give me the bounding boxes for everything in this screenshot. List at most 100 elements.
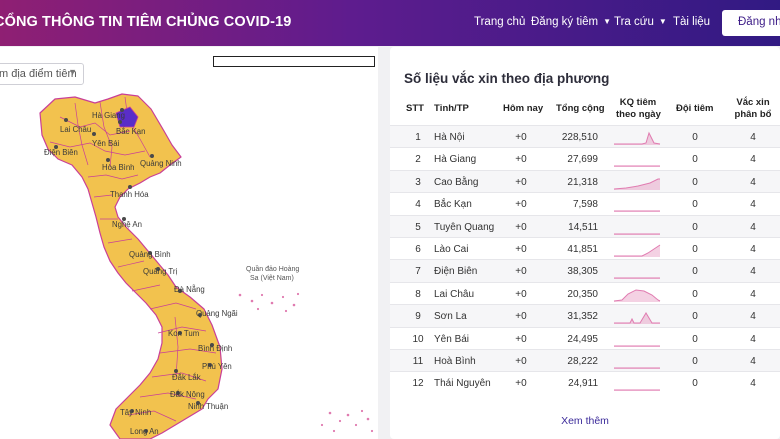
daily-sparkline bbox=[614, 345, 660, 347]
col-daily-line2: theo ngày bbox=[616, 109, 661, 120]
vietnam-map[interactable]: Hà Giang Lai Châu Bắc Kạn Yên Bái Điện B… bbox=[0, 47, 378, 439]
chevron-down-icon: ▼ bbox=[603, 17, 612, 26]
row-teams: 0 bbox=[692, 154, 698, 166]
col-daily-line1: KQ tiêm bbox=[619, 97, 657, 108]
map-label: Nghệ An bbox=[112, 220, 142, 229]
sparkline-line bbox=[614, 312, 660, 324]
row-total: 7,598 bbox=[572, 199, 598, 211]
map-label: Hà Giang bbox=[92, 111, 125, 120]
row-distributed: 4 bbox=[750, 132, 756, 143]
row-today: +0 bbox=[515, 199, 527, 211]
table-row[interactable]: 10 Yên Bái +0 24,495 0 4 bbox=[390, 326, 780, 349]
row-stt: 6 bbox=[415, 243, 421, 255]
vaccination-site-select[interactable]: m địa điểm tiêm ▼ bbox=[0, 63, 84, 85]
table-header: STT Tỉnh/TP Hôm nay Tổng cộng KQ tiêm th… bbox=[390, 95, 780, 125]
row-teams: 0 bbox=[692, 311, 698, 323]
row-stt: 12 bbox=[412, 378, 424, 390]
row-teams: 0 bbox=[692, 266, 698, 278]
map-search-box[interactable] bbox=[213, 56, 375, 67]
map-label: Tây Ninh bbox=[120, 408, 151, 417]
table-row[interactable]: 3 Cao Bằng +0 21,318 0 4 bbox=[390, 169, 780, 193]
row-teams: 0 bbox=[692, 288, 698, 300]
chevron-down-icon: ▼ bbox=[658, 17, 667, 26]
row-distributed: 4 bbox=[750, 154, 756, 166]
row-total: 41,851 bbox=[567, 243, 598, 255]
row-today: +0 bbox=[515, 355, 527, 367]
nav-home-label: Trang chủ bbox=[474, 16, 526, 28]
row-today: +0 bbox=[515, 132, 527, 143]
row-stt: 1 bbox=[415, 132, 421, 143]
card-title: Số liệu vắc xin theo địa phương bbox=[404, 71, 610, 86]
daily-sparkline bbox=[614, 277, 660, 280]
row-teams: 0 bbox=[692, 333, 698, 345]
daily-sparkline bbox=[614, 210, 660, 213]
table-row[interactable]: 7 Điện Biên +0 38,305 0 4 bbox=[390, 259, 780, 282]
row-total: 31,352 bbox=[567, 311, 598, 323]
nav-lookup[interactable]: Tra cứu ▼ bbox=[614, 16, 667, 28]
row-distributed: 4 bbox=[750, 243, 756, 255]
login-button[interactable]: Đăng nhập bbox=[722, 10, 780, 36]
row-province: Hà Giang bbox=[434, 154, 477, 166]
row-distributed: 4 bbox=[750, 176, 756, 188]
row-today: +0 bbox=[515, 243, 527, 255]
row-total: 28,222 bbox=[567, 355, 598, 367]
row-province: Lào Cai bbox=[434, 243, 469, 255]
row-today: +0 bbox=[515, 154, 527, 166]
row-total: 20,350 bbox=[567, 288, 598, 300]
row-distributed: 4 bbox=[750, 355, 756, 367]
map-label: Điện Biên bbox=[44, 148, 78, 157]
row-distributed: 4 bbox=[750, 288, 756, 300]
table-row[interactable]: 1 Hà Nội +0 228,510 0 4 bbox=[390, 125, 780, 148]
table-row[interactable]: 4 Bắc Kạn +0 7,598 0 4 bbox=[390, 192, 780, 214]
row-province: Bắc Kạn bbox=[434, 199, 472, 211]
island-label: Sa (Việt Nam) bbox=[250, 275, 294, 282]
table-row[interactable]: 8 Lai Châu +0 20,350 0 4 bbox=[390, 281, 780, 304]
nav-lookup-label: Tra cứu bbox=[614, 16, 654, 28]
sparkline-area bbox=[614, 133, 660, 145]
row-province: Tuyên Quang bbox=[434, 221, 495, 233]
nav-documents[interactable]: Tài liệu bbox=[673, 16, 710, 28]
portal-title[interactable]: CỔNG THÔNG TIN TIÊM CHỦNG COVID-19 bbox=[0, 14, 292, 30]
row-stt: 11 bbox=[412, 355, 424, 367]
nav-register[interactable]: Đăng ký tiêm ▼ bbox=[531, 16, 611, 28]
select-placeholder: m địa điểm tiêm bbox=[0, 68, 77, 80]
col-dist-line2: phân bổ bbox=[734, 109, 772, 120]
see-more-link[interactable]: Xem thêm bbox=[561, 415, 609, 427]
row-teams: 0 bbox=[692, 199, 698, 211]
sparkline-line bbox=[613, 178, 660, 190]
row-distributed: 4 bbox=[750, 333, 756, 345]
row-today: +0 bbox=[515, 288, 527, 300]
table-row[interactable]: 12 Thái Nguyên +0 24,911 0 4 bbox=[390, 371, 780, 393]
daily-sparkline bbox=[614, 389, 660, 392]
row-stt: 7 bbox=[415, 266, 421, 278]
map-label: Kon Tum bbox=[168, 329, 199, 338]
nav-home[interactable]: Trang chủ bbox=[474, 16, 525, 28]
table-row[interactable]: 2 Hà Giang +0 27,699 0 4 bbox=[390, 147, 780, 169]
top-navbar: CỔNG THÔNG TIN TIÊM CHỦNG COVID-19 Trang… bbox=[0, 0, 780, 46]
row-province: Lai Châu bbox=[434, 288, 475, 300]
table-row[interactable]: 6 Lào Cai +0 41,851 0 4 bbox=[390, 236, 780, 259]
table-row[interactable]: 9 Sơn La +0 31,352 0 4 bbox=[390, 304, 780, 327]
col-distributed: Vắc xin phân bổ bbox=[734, 97, 772, 121]
sparkline-line bbox=[614, 131, 661, 145]
map-labels: Hà Giang Lai Châu Bắc Kạn Yên Bái Điện B… bbox=[44, 111, 299, 436]
row-distributed: 4 bbox=[750, 221, 756, 233]
row-today: +0 bbox=[515, 266, 527, 278]
row-total: 27,699 bbox=[567, 154, 598, 166]
island-dots bbox=[238, 292, 374, 433]
sparkline-area bbox=[614, 244, 660, 257]
row-province: Yên Bái bbox=[434, 333, 470, 345]
table-row[interactable]: 11 Hoà Bình +0 28,222 0 4 bbox=[390, 348, 780, 372]
nav-documents-label: Tài liệu bbox=[673, 16, 711, 28]
map-label: Lai Châu bbox=[60, 125, 91, 134]
map-label: Yên Bái bbox=[92, 139, 120, 148]
vietnam-provinces-shape bbox=[39, 93, 223, 439]
city-dots bbox=[54, 108, 214, 433]
map-label: Thanh Hóa bbox=[110, 190, 149, 199]
daily-sparkline bbox=[613, 178, 660, 190]
row-teams: 0 bbox=[692, 355, 698, 367]
row-province: Thái Nguyên bbox=[434, 378, 491, 390]
row-today: +0 bbox=[515, 221, 527, 233]
row-distributed: 4 bbox=[750, 199, 756, 211]
table-row[interactable]: 5 Tuyên Quang +0 14,511 0 4 bbox=[390, 214, 780, 237]
